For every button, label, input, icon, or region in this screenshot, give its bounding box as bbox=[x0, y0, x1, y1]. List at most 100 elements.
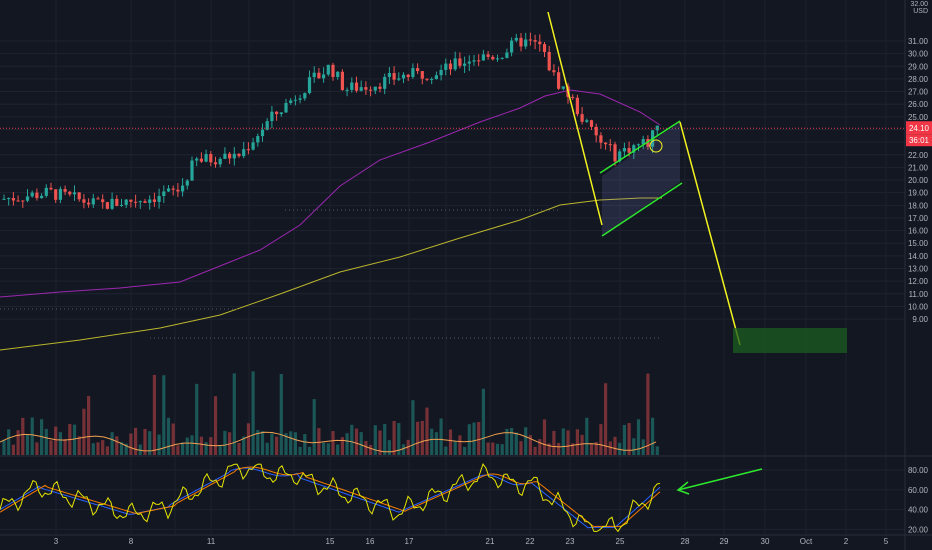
candle-body bbox=[87, 202, 91, 205]
ma-slow-line bbox=[0, 197, 662, 351]
volume-bar bbox=[505, 428, 509, 455]
candle-body bbox=[152, 199, 156, 202]
volume-bar bbox=[566, 430, 570, 455]
candle-body bbox=[49, 187, 53, 190]
candle-body bbox=[218, 158, 222, 165]
arrow-head-icon bbox=[676, 481, 690, 495]
volume-bar bbox=[25, 434, 30, 455]
volume-bar bbox=[416, 421, 420, 455]
candle-body bbox=[524, 39, 528, 47]
volume-bar bbox=[444, 446, 448, 455]
volume-bar bbox=[575, 429, 579, 455]
stoch-k-line bbox=[0, 467, 661, 529]
volume-bar bbox=[387, 440, 391, 455]
flag-upper-line bbox=[599, 120, 681, 174]
candle-body bbox=[364, 87, 368, 90]
volume-bar bbox=[519, 441, 523, 455]
candle-body bbox=[242, 149, 246, 157]
volume-ma-line bbox=[0, 431, 657, 453]
volume-bar bbox=[350, 424, 354, 455]
volume-bar bbox=[190, 435, 194, 455]
volume-bar bbox=[632, 438, 636, 455]
volume-bar bbox=[284, 433, 288, 455]
candle-body bbox=[538, 41, 542, 45]
candle-body bbox=[251, 142, 255, 150]
price-tick-label: 14.00 bbox=[908, 252, 929, 261]
volume-bar bbox=[439, 418, 443, 455]
volume-bar bbox=[265, 442, 269, 455]
volume-bar bbox=[458, 435, 462, 455]
candle-body bbox=[646, 138, 650, 147]
volume-bar bbox=[213, 396, 218, 455]
candle-body bbox=[44, 187, 48, 196]
candle-body bbox=[40, 195, 44, 199]
volume-bar bbox=[491, 442, 495, 455]
price-tick-label: 32.00 bbox=[910, 1, 928, 8]
volume-bar bbox=[237, 442, 241, 455]
candle-body bbox=[195, 158, 199, 161]
candle-body bbox=[345, 89, 349, 91]
candle-body bbox=[467, 61, 471, 64]
candle-body bbox=[293, 99, 297, 101]
candle-body bbox=[284, 102, 288, 113]
candle-body bbox=[204, 154, 208, 162]
volume-bar bbox=[110, 432, 114, 455]
candle-body bbox=[298, 98, 302, 100]
candle-body bbox=[176, 189, 180, 192]
candle-body bbox=[275, 111, 279, 115]
highlight-circle bbox=[649, 139, 663, 153]
volume-bar bbox=[312, 399, 316, 455]
volume-bar bbox=[44, 428, 48, 455]
volume-bar bbox=[364, 440, 368, 455]
candle-body bbox=[495, 58, 500, 60]
candle-body bbox=[171, 188, 175, 190]
price-tick-label: 9.00 bbox=[912, 315, 928, 324]
stoch-tick-label: 80.00 bbox=[908, 466, 929, 475]
candle-body bbox=[246, 149, 250, 151]
volume-bar bbox=[636, 419, 641, 455]
x-tick-label: 21 bbox=[486, 537, 495, 546]
x-tick-label: 15 bbox=[326, 537, 335, 546]
volume-bar bbox=[608, 441, 612, 455]
volume-bar bbox=[622, 424, 626, 455]
price-tick-label: 18.00 bbox=[908, 201, 929, 210]
candle-body bbox=[552, 70, 556, 73]
volume-bar bbox=[166, 417, 171, 455]
price-tick-label: 10.00 bbox=[908, 302, 929, 311]
candle-body bbox=[448, 63, 453, 70]
candle-body bbox=[510, 40, 514, 53]
volume-bar bbox=[378, 430, 382, 455]
price-tick-label: 15.00 bbox=[908, 239, 929, 248]
candle-body bbox=[148, 199, 152, 203]
price-tick-label: 16.00 bbox=[908, 227, 929, 236]
x-tick-label: 28 bbox=[681, 537, 690, 546]
candle-body bbox=[110, 198, 114, 209]
volume-bar bbox=[594, 441, 598, 455]
candle-body bbox=[533, 40, 537, 42]
candle-body bbox=[270, 111, 274, 122]
volume-bars bbox=[0, 371, 659, 455]
volume-bar bbox=[129, 433, 133, 455]
volume-bar bbox=[510, 428, 514, 455]
candle-body bbox=[434, 75, 438, 80]
volume-bar bbox=[369, 444, 373, 455]
volume-bar bbox=[477, 421, 481, 455]
volume-bar bbox=[627, 423, 631, 455]
volume-bar bbox=[307, 446, 312, 455]
volume-bar bbox=[134, 427, 138, 455]
candle-body bbox=[580, 114, 584, 122]
candle-body bbox=[481, 54, 485, 61]
candle-body bbox=[265, 121, 269, 130]
volume-bar bbox=[524, 427, 528, 455]
candle-body bbox=[91, 198, 95, 205]
volume-bar bbox=[152, 374, 156, 455]
volume-bar bbox=[500, 444, 504, 455]
x-tick-label: 22 bbox=[526, 537, 535, 546]
price-tick-label: 22.00 bbox=[908, 151, 929, 160]
x-tick-label: 30 bbox=[761, 537, 770, 546]
volume-bar bbox=[557, 442, 561, 455]
volume-bar bbox=[11, 444, 15, 455]
projection-line bbox=[679, 121, 741, 346]
volume-bar bbox=[340, 437, 344, 455]
